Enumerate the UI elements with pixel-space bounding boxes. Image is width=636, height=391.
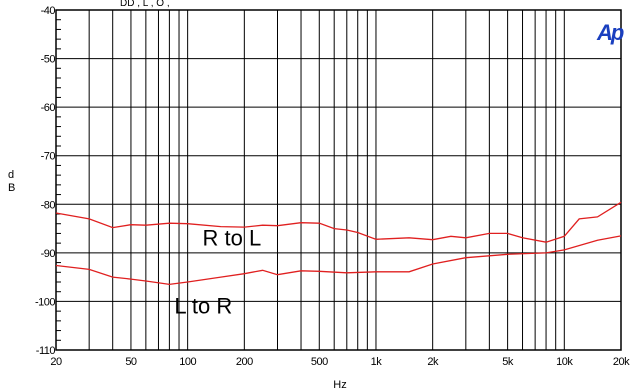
x-tick-label: 20	[50, 356, 62, 368]
y-tick-label: -90	[41, 248, 56, 260]
series-label-2: L to R	[174, 294, 232, 319]
ap-logo: Ap	[596, 20, 624, 45]
x-tick-label: 500	[311, 356, 328, 368]
x-tick-label: 100	[179, 356, 196, 368]
x-tick-labels: 20 50 100 200 500 1k 2k 5k 10k 20k	[50, 356, 630, 368]
series-line-1	[55, 201, 622, 243]
x-tick-label: 5k	[502, 356, 514, 368]
header-fragment: DD , L , O ,	[120, 0, 170, 9]
x-tick-label: 200	[236, 356, 253, 368]
x-tick-label: 10k	[556, 356, 573, 368]
x-axis-label: Hz	[333, 379, 346, 391]
grid	[56, 10, 621, 350]
y-tick-label: -110	[36, 345, 56, 357]
x-tick-label: 1k	[371, 356, 383, 368]
x-tick-label: 20k	[613, 356, 630, 368]
y-tick-label: -60	[41, 102, 56, 114]
y-tick-label: -100	[35, 296, 55, 308]
x-tick-label: 50	[125, 356, 137, 368]
y-tick-label: -70	[41, 151, 56, 163]
y-tick-label: -50	[41, 54, 56, 66]
series-line-2	[55, 235, 622, 286]
y-tick-label: -40	[41, 5, 56, 17]
y-tick-labels: -40 -50 -60 -70 -80 -90 -100 -110	[35, 5, 56, 357]
plot-frame	[55, 9, 622, 351]
series-layer: R to L L to R	[55, 201, 622, 319]
y-tick-label: -80	[41, 199, 56, 211]
x-tick-label: 2k	[427, 356, 439, 368]
series-label-1: R to L	[203, 226, 262, 251]
